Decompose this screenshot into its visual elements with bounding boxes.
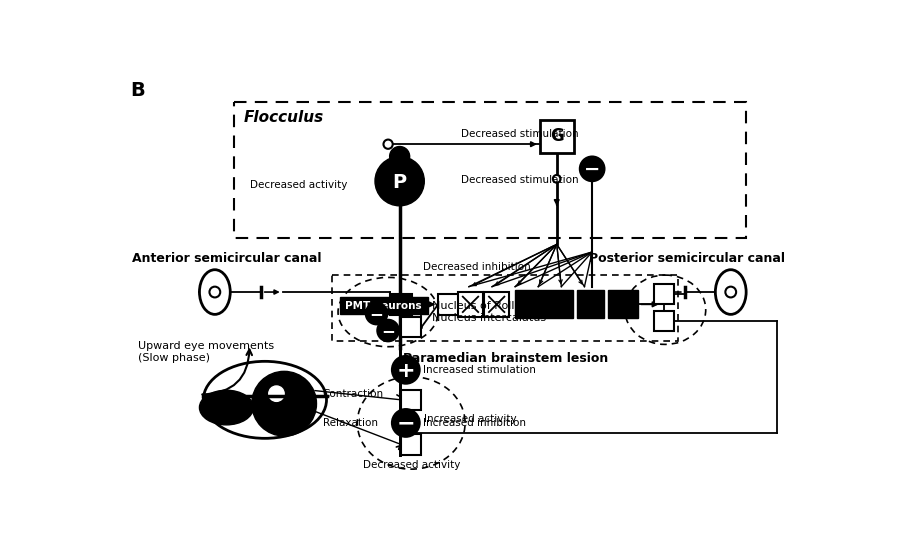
Bar (401, 435, 421, 455)
Circle shape (269, 386, 284, 402)
Text: Increased stimulation: Increased stimulation (423, 365, 536, 375)
Circle shape (392, 356, 419, 384)
Circle shape (580, 156, 605, 181)
Ellipse shape (716, 270, 746, 314)
Bar (458, 292, 482, 316)
Text: Increased inhibition: Increased inhibition (423, 418, 526, 428)
Text: Decreased stimulation: Decreased stimulation (461, 129, 579, 139)
Text: P: P (392, 173, 407, 192)
Circle shape (365, 303, 387, 324)
Bar (608, 291, 638, 318)
Text: Nucleus of Roller
Nucleus intercalatus: Nucleus of Roller Nucleus intercalatus (432, 301, 546, 323)
Circle shape (553, 175, 561, 183)
Ellipse shape (203, 361, 327, 438)
Circle shape (383, 139, 392, 149)
Text: Posterior semicircular canal: Posterior semicircular canal (589, 251, 785, 265)
Bar (339, 297, 428, 314)
Circle shape (375, 156, 424, 206)
Bar (484, 292, 509, 316)
Text: G: G (550, 128, 563, 146)
Circle shape (725, 287, 736, 297)
Bar (438, 293, 460, 315)
Text: Paramedian brainstem lesion: Paramedian brainstem lesion (402, 352, 608, 365)
Text: Contraction: Contraction (322, 389, 383, 399)
Text: Decreased inhibition: Decreased inhibition (423, 263, 530, 272)
Bar (653, 284, 674, 304)
Bar (540, 119, 573, 153)
Bar (577, 291, 604, 318)
Text: Flocculus: Flocculus (243, 110, 324, 124)
Text: Relaxation: Relaxation (322, 418, 378, 428)
Bar (401, 390, 421, 410)
Bar (653, 311, 674, 332)
Text: Decreased activity: Decreased activity (363, 460, 460, 470)
Text: B: B (130, 81, 145, 100)
Circle shape (252, 371, 317, 436)
Circle shape (390, 147, 410, 166)
Text: PMT neurons: PMT neurons (346, 301, 422, 311)
Text: Increased activity: Increased activity (424, 414, 516, 424)
Bar (515, 291, 573, 318)
Text: −: − (397, 414, 415, 433)
Text: Decreased activity: Decreased activity (249, 180, 346, 190)
Text: −: − (370, 305, 383, 323)
Bar (234, 102, 746, 238)
Ellipse shape (200, 390, 254, 425)
Circle shape (210, 287, 220, 297)
Text: −: − (584, 160, 600, 179)
Text: Decreased stimulation: Decreased stimulation (461, 175, 579, 185)
Circle shape (377, 320, 399, 341)
Bar (332, 275, 679, 341)
Text: Anterior semicircular canal: Anterior semicircular canal (131, 251, 321, 265)
Bar (391, 293, 412, 315)
Text: −: − (382, 323, 395, 340)
Text: +: + (397, 361, 415, 381)
Bar (401, 318, 421, 338)
Circle shape (392, 409, 419, 437)
Text: Upward eye movements
(Slow phase): Upward eye movements (Slow phase) (138, 341, 274, 363)
Ellipse shape (200, 270, 230, 314)
